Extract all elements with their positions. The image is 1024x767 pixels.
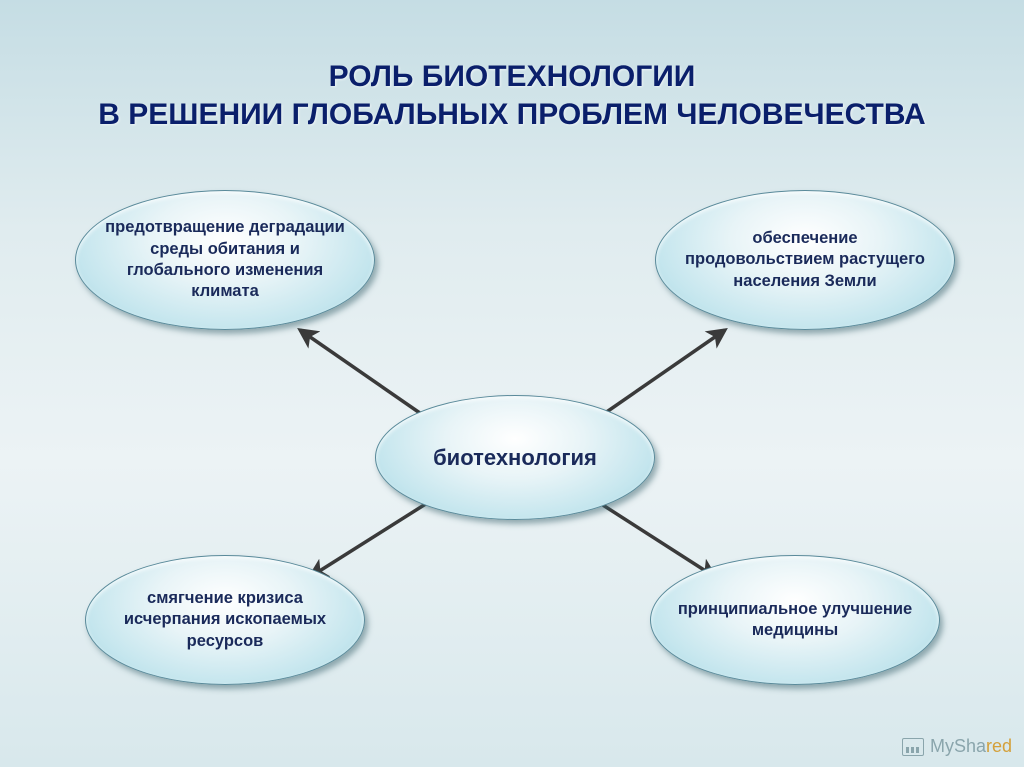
- watermark-suffix: red: [986, 736, 1012, 756]
- node-label: предотвращение деградации среды обитания…: [102, 217, 348, 303]
- arrow-bottom-left: [310, 500, 432, 577]
- arrow-top-right: [595, 330, 725, 420]
- center-node: биотехнология: [375, 395, 655, 520]
- chart-icon: [902, 738, 924, 756]
- page-title: РОЛЬ БИОТЕХНОЛОГИИ В РЕШЕНИИ ГЛОБАЛЬНЫХ …: [0, 58, 1024, 133]
- arrow-top-left: [300, 330, 430, 420]
- watermark: MyShared: [902, 736, 1012, 757]
- node-label: обеспечение продовольствием растущего на…: [682, 228, 928, 292]
- watermark-prefix: MySha: [930, 736, 986, 756]
- title-line2: В РЕШЕНИИ ГЛОБАЛЬНЫХ ПРОБЛЕМ ЧЕЛОВЕЧЕСТВ…: [98, 98, 925, 131]
- title-line1: РОЛЬ БИОТЕХНОЛОГИИ: [329, 60, 696, 93]
- watermark-text: MyShared: [930, 736, 1012, 757]
- node-bottom-left: смягчение кризиса исчерпания ископаемых …: [85, 555, 365, 685]
- node-label: принципиальное улучшение медицины: [677, 599, 913, 642]
- node-bottom-right: принципиальное улучшение медицины: [650, 555, 940, 685]
- node-label: смягчение кризиса исчерпания ископаемых …: [112, 588, 338, 652]
- node-top-left: предотвращение деградации среды обитания…: [75, 190, 375, 330]
- node-top-right: обеспечение продовольствием растущего на…: [655, 190, 955, 330]
- center-label: биотехнология: [433, 445, 597, 471]
- arrow-bottom-right: [595, 500, 715, 577]
